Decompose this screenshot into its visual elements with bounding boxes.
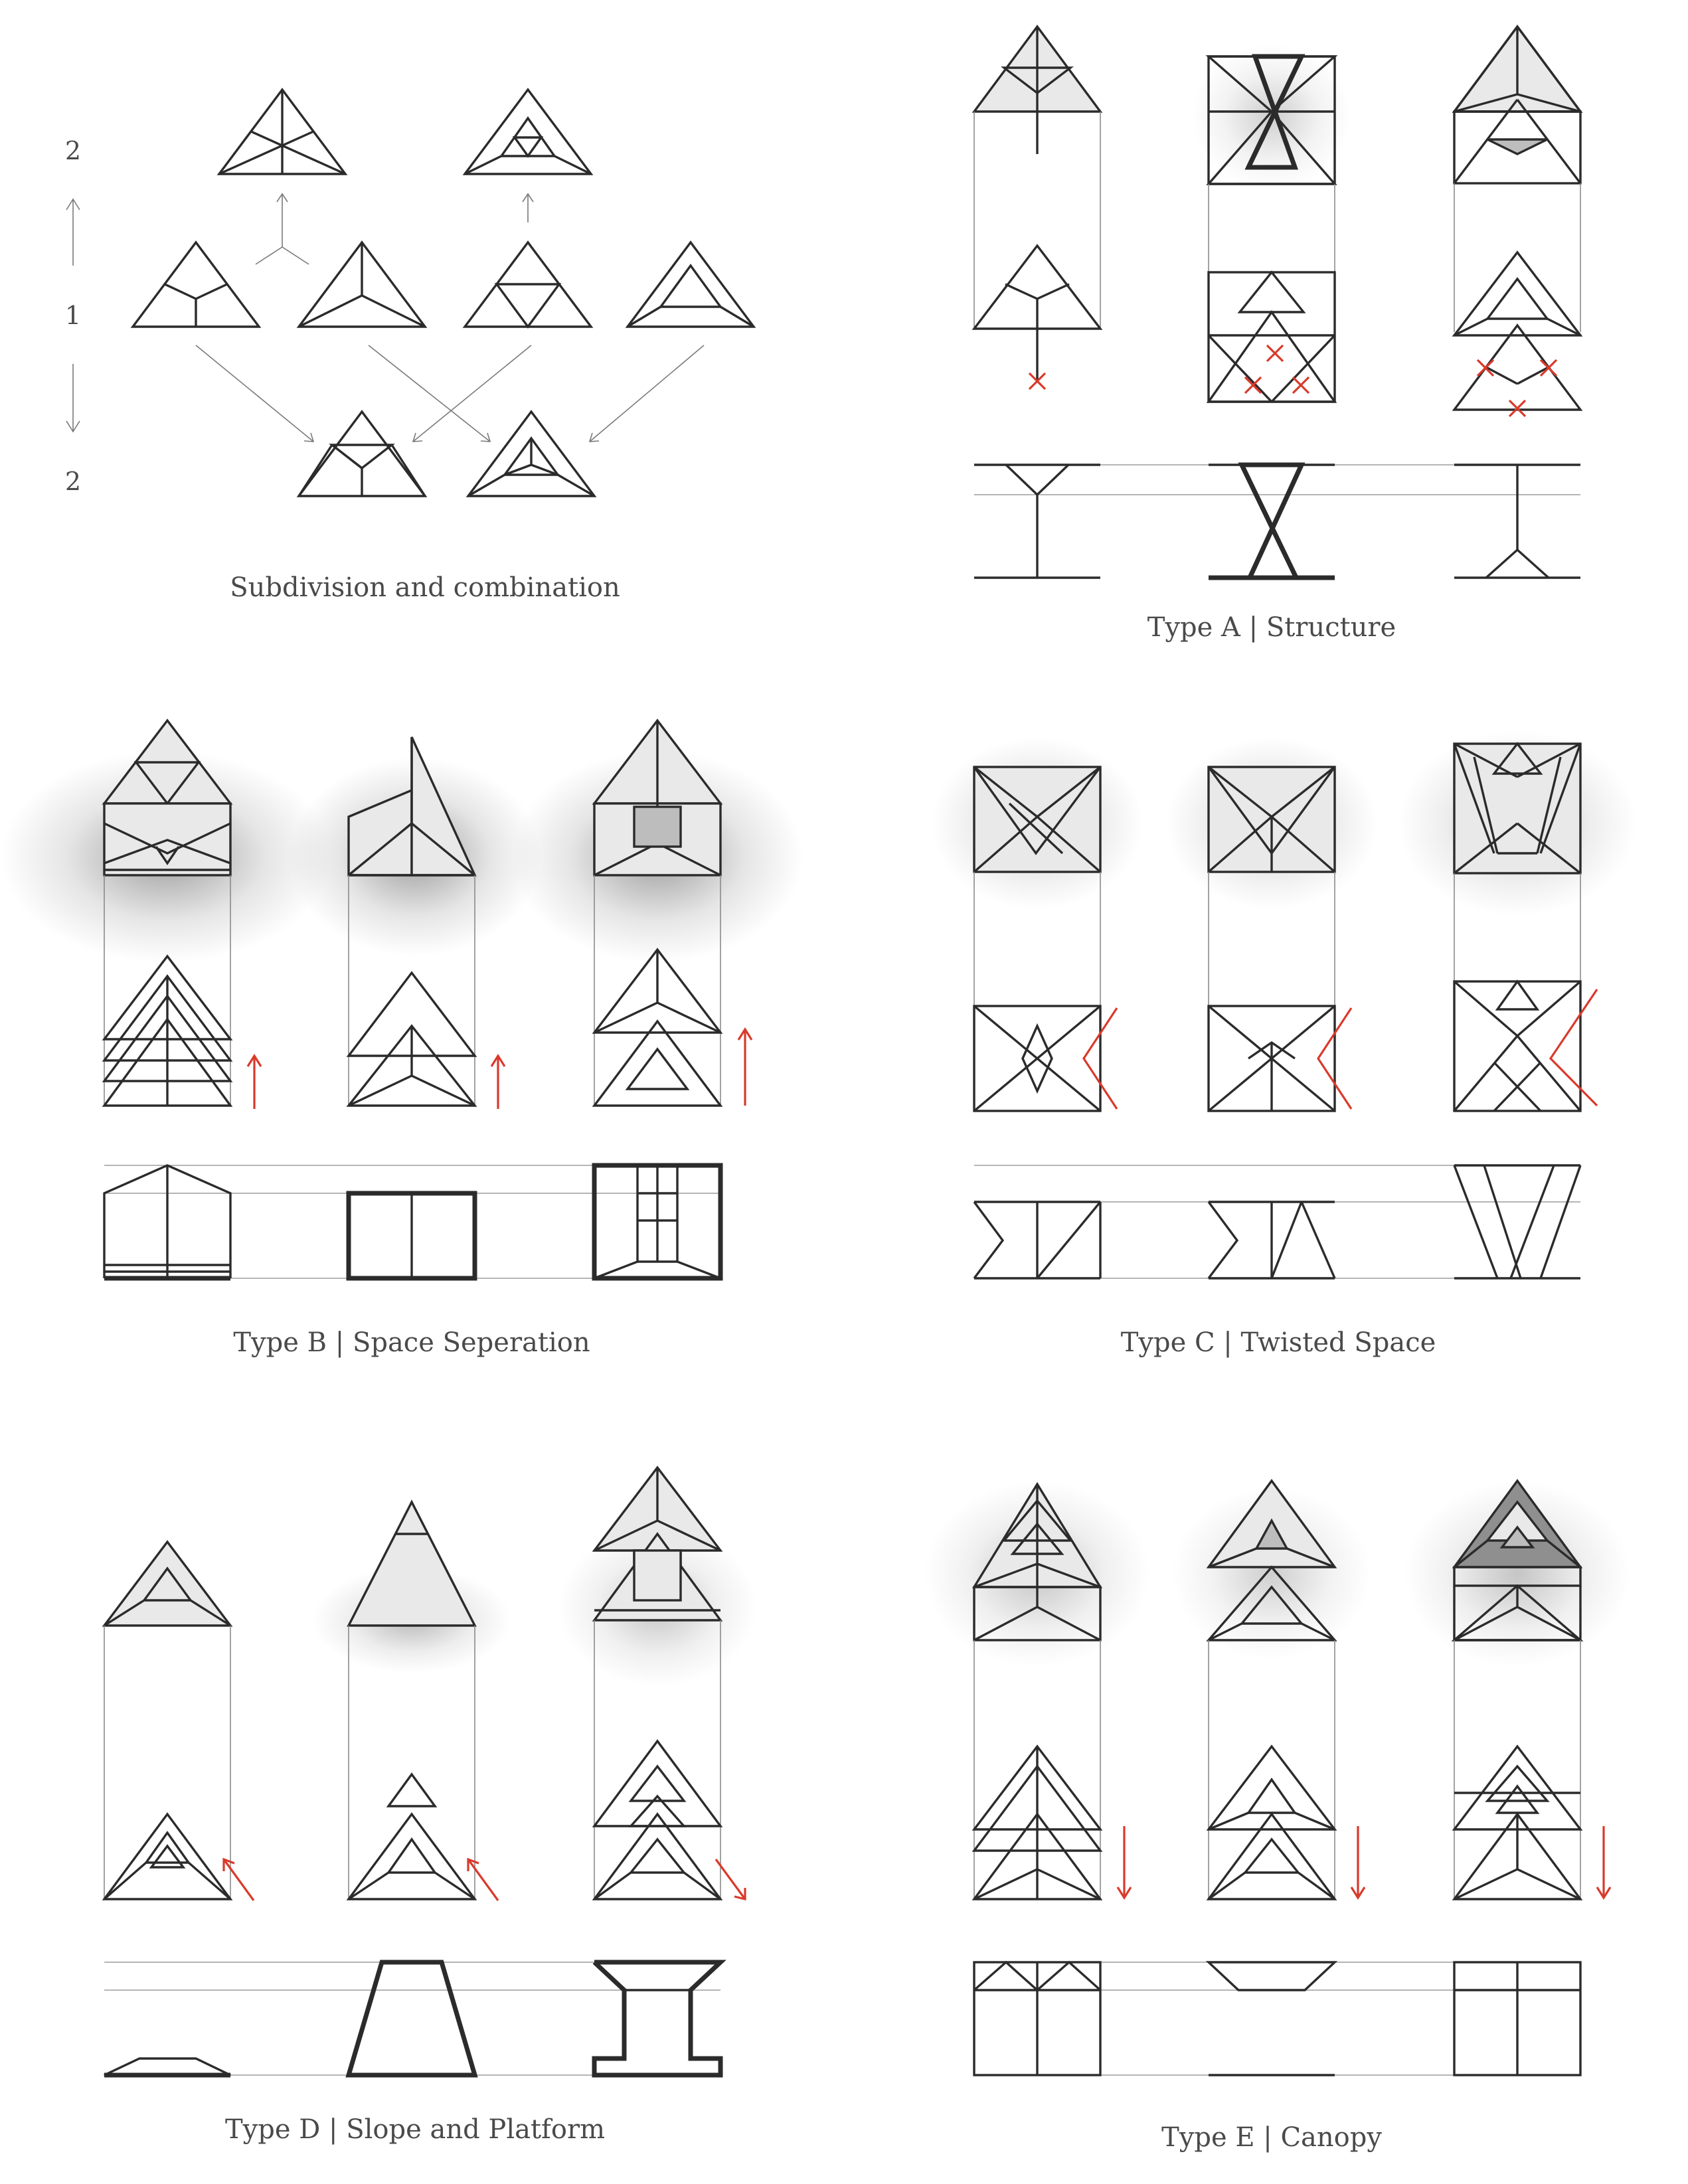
caption-type-e: Type E | Canopy: [1161, 2122, 1382, 2153]
triangle-combo-left: [296, 410, 428, 497]
type-a-col1: [971, 25, 1103, 390]
type-e-col2: [1206, 1479, 1366, 1900]
level-label-top: 2: [65, 136, 81, 165]
type-c-col3: [1453, 742, 1598, 1112]
type-b-col3: [592, 718, 753, 1107]
type-a-col3: [1452, 25, 1583, 418]
subdivision-panel: 2 1 2: [65, 88, 756, 603]
triangle-level1-a: [130, 240, 262, 328]
triangle-level1-b: [296, 240, 428, 328]
caption-type-b: Type B | Space Seperation: [233, 1327, 590, 1358]
level-label-bottom: 2: [65, 467, 81, 496]
type-d-elevation: [104, 1960, 726, 2078]
type-a-elevation: [974, 462, 1580, 580]
type-e-col1: [971, 1481, 1132, 1900]
type-b-col1: [102, 718, 262, 1109]
type-d-col1: [102, 1540, 255, 1901]
type-b-elevation: [103, 1163, 723, 1281]
type-a-panel: Type A | Structure: [971, 25, 1583, 643]
type-e-col3: [1451, 1479, 1612, 1900]
type-d-col2: [346, 1499, 499, 1901]
caption-type-a: Type A | Structure: [1147, 612, 1396, 643]
type-c-col1: [973, 766, 1118, 1112]
caption-type-d: Type D | Slope and Platform: [225, 2114, 605, 2145]
triangle-level1-c: [462, 240, 594, 329]
level-label-middle: 1: [65, 301, 81, 330]
subdiv-arrows-down: [195, 345, 705, 442]
caption-type-c: Type C | Twisted Space: [1121, 1327, 1436, 1358]
triangle-combo-right: [465, 410, 597, 497]
type-b-col2: [346, 736, 506, 1109]
type-d-panel: Type D | Slope and Platform: [102, 1466, 757, 2145]
triangle-subdiv-top-right: [462, 88, 594, 175]
type-a-col2: [1192, 43, 1351, 403]
type-d-col3: [592, 1466, 746, 1901]
type-b-panel: Type B | Space Seperation: [0, 718, 803, 1358]
type-c-col2: [1207, 766, 1353, 1112]
type-e-panel: Type E | Canopy: [924, 1479, 1630, 2153]
type-c-panel: Type C | Twisted Space: [931, 730, 1637, 1358]
type-e-elevation: [973, 1960, 1582, 2076]
triangle-level1-d: [625, 240, 756, 328]
type-c-elevation: [973, 1164, 1582, 1280]
triangle-subdiv-top-left: [216, 88, 348, 175]
level-axis: 2 1 2: [65, 136, 81, 496]
caption-subdivision: Subdivision and combination: [230, 572, 620, 603]
subdiv-arrows-up: [255, 193, 534, 265]
